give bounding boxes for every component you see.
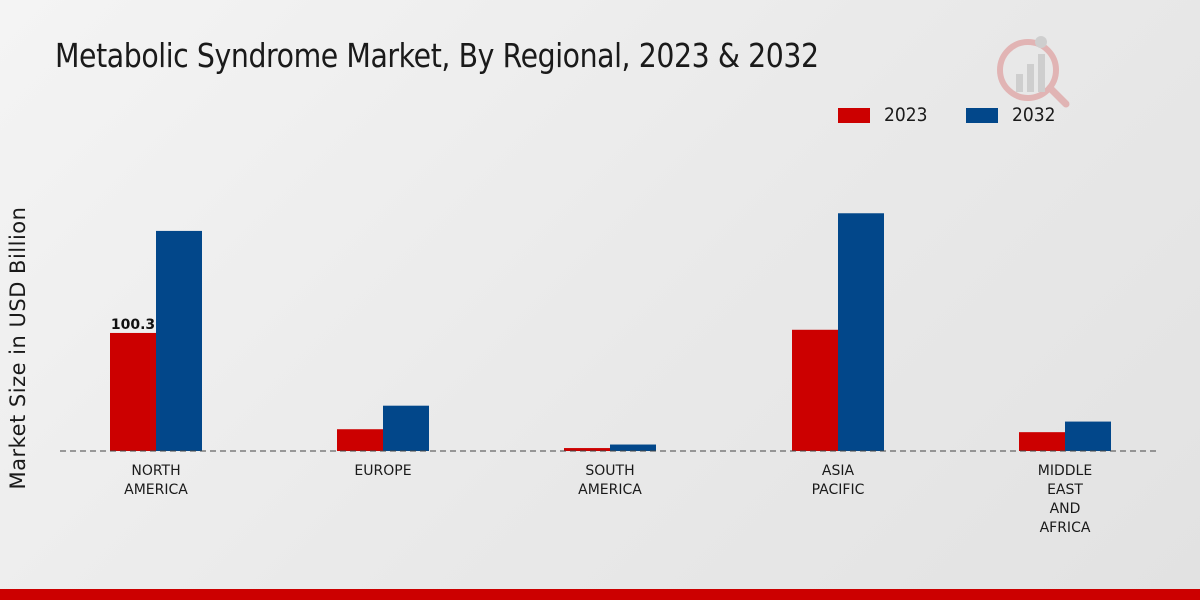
- x-tick-label-2-0: SOUTH: [585, 463, 634, 479]
- x-tick-label-4-1: EAST: [1047, 482, 1083, 498]
- x-tick-label-4-0: MIDDLE: [1038, 463, 1092, 479]
- x-tick-label-2-1: AMERICA: [578, 482, 642, 498]
- legend-label-2032: 2032: [1012, 104, 1056, 126]
- legend-item-2032: 2032: [966, 104, 1060, 126]
- legend: 2023 2032: [838, 104, 1095, 126]
- legend-item-2023: 2023: [838, 104, 932, 126]
- bar-2023-3: [792, 329, 838, 451]
- chart-title: Metabolic Syndrome Market, By Regional, …: [55, 36, 819, 75]
- bar-2032-3: [838, 213, 884, 451]
- bar-2032-4: [1065, 421, 1111, 451]
- x-tick-label-0-0: NORTH: [131, 463, 180, 479]
- bar-2023-1: [337, 429, 383, 451]
- x-tick-label-1-0: EUROPE: [354, 463, 411, 479]
- legend-swatch-2032: [966, 107, 999, 123]
- legend-label-2023: 2023: [884, 104, 928, 126]
- bar-2023-4: [1019, 432, 1065, 451]
- market-research-logo-icon: [997, 36, 1070, 108]
- bar-2023-0: [110, 332, 156, 451]
- bar-2032-0: [156, 230, 202, 451]
- x-tick-label-3-1: PACIFIC: [812, 482, 865, 498]
- bar-2023-2: [564, 448, 610, 451]
- footer-accent-bar: [0, 589, 1200, 600]
- bar-2032-2: [610, 444, 656, 451]
- bar-2032-1: [383, 405, 429, 451]
- x-tick-label-4-3: AFRICA: [1040, 520, 1091, 536]
- data-label-0: 100.3: [111, 317, 155, 333]
- legend-swatch-2023: [838, 107, 870, 123]
- x-tick-label-4-2: AND: [1050, 501, 1081, 517]
- x-tick-label-3-0: ASIA: [822, 463, 855, 479]
- x-tick-label-0-1: AMERICA: [124, 482, 188, 498]
